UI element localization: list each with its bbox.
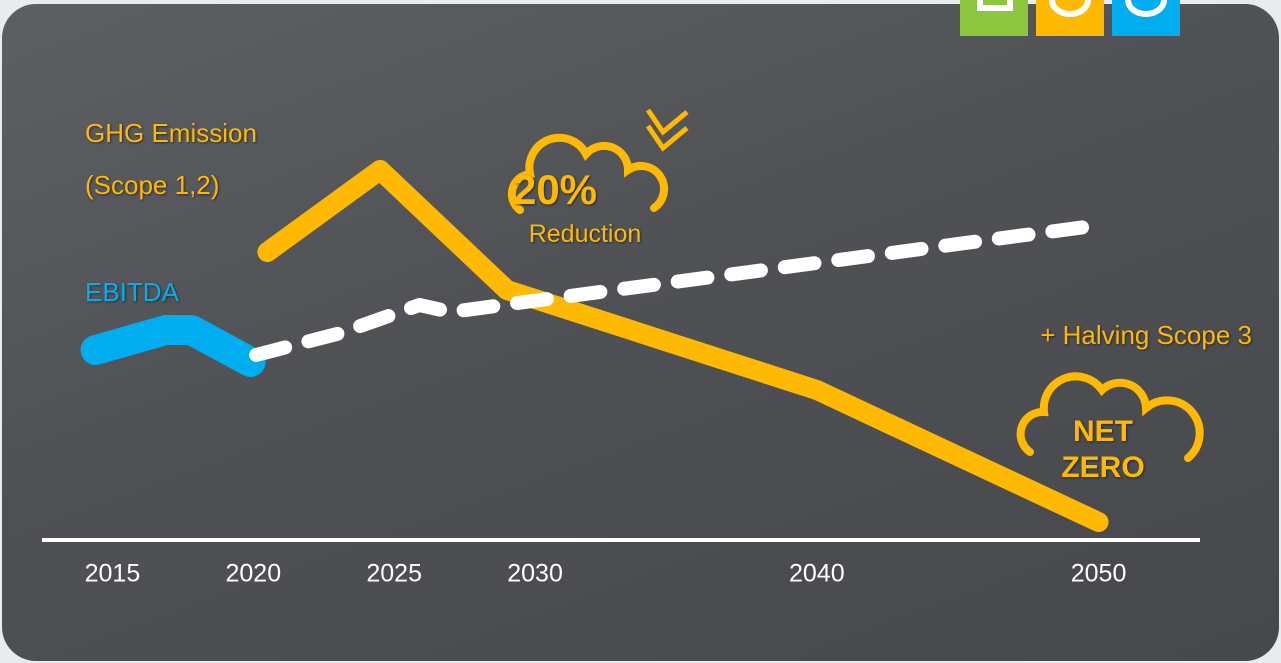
x-tick-label: 2050 bbox=[1071, 560, 1127, 588]
x-tick-label: 2025 bbox=[366, 560, 422, 588]
chevron-icon bbox=[648, 110, 687, 148]
x-tick-label: 2030 bbox=[507, 560, 563, 588]
esg-box bbox=[1112, 0, 1180, 36]
annotation: + Halving Scope 3 bbox=[1040, 309, 1252, 361]
annotation: NET ZERO bbox=[1053, 414, 1153, 486]
chart: 2015 2020 2025 2030 2040 2050 GHG Emission (S… bbox=[0, 0, 1281, 663]
series-line bbox=[267, 170, 1098, 522]
annotation: Reduction bbox=[505, 208, 665, 260]
x-tick-label: 2020 bbox=[226, 560, 282, 588]
esg-box bbox=[1036, 0, 1104, 36]
series-label: EBITDA bbox=[85, 266, 179, 318]
x-tick-label: 2040 bbox=[789, 560, 845, 588]
series-label: GHG Emission (Scope 1,2) bbox=[85, 107, 335, 211]
x-tick-label: 2015 bbox=[85, 560, 141, 588]
series-line bbox=[96, 330, 251, 362]
